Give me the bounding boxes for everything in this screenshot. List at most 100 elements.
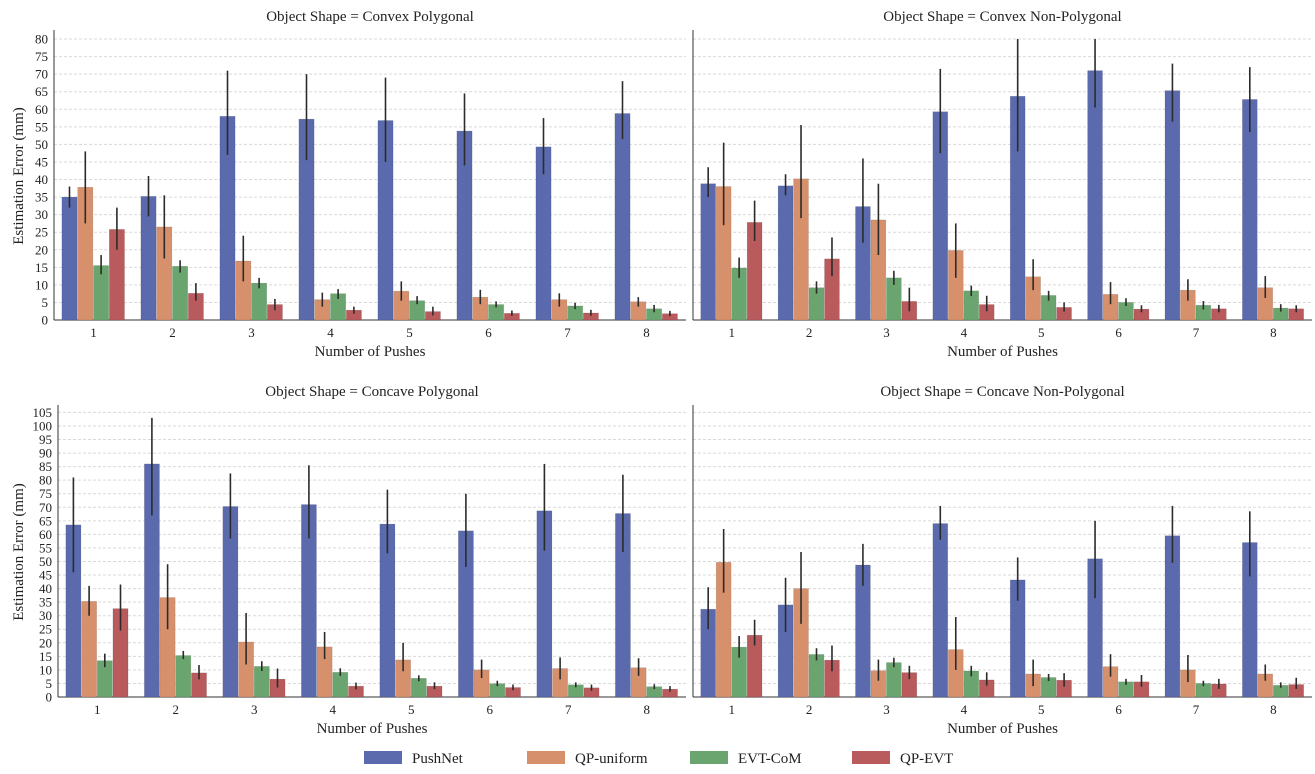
- y-tick-label: 90: [39, 446, 52, 461]
- y-tick-label: 75: [39, 486, 52, 501]
- bar-pushnet-1: [700, 183, 716, 321]
- x-tick-label: 4: [327, 325, 334, 340]
- y-tick-label: 35: [39, 595, 52, 610]
- bar-pushnet-7: [1164, 90, 1181, 321]
- y-tick-label: 5: [42, 295, 49, 310]
- y-tick-label: 50: [35, 137, 48, 152]
- y-tick-label: 95: [39, 432, 52, 447]
- y-axis-label: Estimation Error (mm): [11, 483, 27, 620]
- y-tick-label: 25: [39, 622, 52, 637]
- y-tick-label: 70: [35, 67, 48, 82]
- x-tick-label: 7: [565, 702, 572, 717]
- x-tick-label: 3: [883, 702, 890, 717]
- y-tick-label: 10: [39, 662, 52, 677]
- y-tick-label: 55: [39, 540, 52, 555]
- y-tick-label: 30: [35, 207, 48, 222]
- x-tick-label: 8: [643, 325, 650, 340]
- bar-pushnet-1: [61, 196, 78, 321]
- y-tick-label: 35: [35, 190, 48, 205]
- chart-panel-4: 1 2 3 4 5 6 7 8 Object Shape = Concave Non-Polyg…: [692, 384, 1312, 737]
- y-tick-label: 15: [35, 260, 48, 275]
- x-tick-label: 6: [487, 702, 494, 717]
- y-tick-label: 70: [39, 500, 52, 515]
- x-tick-label: 6: [1115, 702, 1122, 717]
- chart-title: Object Shape = Convex Polygonal: [266, 9, 474, 25]
- x-tick-label: 3: [883, 325, 890, 340]
- x-tick-label: 4: [961, 702, 968, 717]
- y-tick-label: 85: [39, 459, 52, 474]
- legend-swatch-pushnet: [364, 751, 402, 764]
- legend-label-pushnet: PushNet: [412, 751, 464, 767]
- bar-evt-com-3: [251, 282, 267, 321]
- y-tick-label: 80: [39, 473, 52, 488]
- x-tick-label: 2: [169, 325, 176, 340]
- x-tick-label: 7: [564, 325, 571, 340]
- y-tick-label: 20: [35, 242, 48, 257]
- legend-label-qp-uniform: QP-uniform: [575, 751, 648, 767]
- bar-pushnet-4: [932, 523, 949, 698]
- y-tick-label: 0: [42, 313, 49, 328]
- chart-title: Object Shape = Convex Non-Polygonal: [883, 9, 1121, 25]
- bar-evt-com-3: [886, 662, 902, 698]
- x-tick-label: 3: [248, 325, 255, 340]
- chart-panel-2: 1 2 3 4 5 6 7 8 Object Shape = Convex Non-Polygo…: [692, 9, 1312, 360]
- y-axis-label: Estimation Error (mm): [11, 107, 27, 244]
- y-tick-label: 0: [46, 690, 53, 705]
- y-tick-label: 20: [39, 635, 52, 650]
- bar-pushnet-8: [614, 113, 631, 321]
- y-tick-label: 60: [35, 102, 48, 117]
- legend-swatch-qp-uniform: [527, 751, 565, 764]
- x-tick-label: 6: [485, 325, 492, 340]
- bar-pushnet-6: [1087, 70, 1103, 321]
- legend-label-evt-com: EVT-CoM: [738, 751, 802, 767]
- x-tick-label: 1: [90, 325, 97, 340]
- x-tick-label: 2: [806, 702, 813, 717]
- y-tick-label: 65: [39, 513, 52, 528]
- legend: PushNet QP-uniform EVT-CoM QP-EVT: [364, 751, 953, 767]
- chart-panel-3: 0510152025303540455055606570758085909510…: [11, 384, 686, 737]
- bar-pushnet-2: [777, 185, 794, 321]
- x-tick-label: 2: [806, 325, 813, 340]
- y-tick-label: 65: [35, 84, 48, 99]
- x-tick-label: 5: [406, 325, 413, 340]
- y-tick-label: 25: [35, 225, 48, 240]
- x-axis-label: Number of Pushes: [947, 721, 1058, 737]
- x-tick-label: 1: [728, 702, 735, 717]
- bar-evt-com-2: [808, 654, 825, 698]
- y-tick-label: 60: [39, 527, 52, 542]
- y-tick-label: 40: [35, 172, 48, 187]
- x-axis-label: Number of Pushes: [947, 344, 1058, 360]
- x-tick-label: 8: [644, 702, 651, 717]
- bar-evt-com-2: [175, 655, 192, 698]
- y-tick-label: 30: [39, 608, 52, 623]
- x-tick-label: 7: [1193, 325, 1200, 340]
- bar-pushnet-8: [1242, 99, 1258, 321]
- y-tick-label: 5: [46, 676, 53, 691]
- y-tick-label: 105: [33, 405, 53, 420]
- x-tick-label: 2: [173, 702, 180, 717]
- y-tick-label: 45: [39, 568, 52, 583]
- x-axis-label: Number of Pushes: [317, 721, 428, 737]
- y-tick-label: 80: [35, 32, 48, 47]
- x-tick-label: 1: [94, 702, 101, 717]
- x-tick-label: 4: [961, 325, 968, 340]
- y-tick-label: 55: [35, 119, 48, 134]
- chart-title: Object Shape = Concave Polygonal: [265, 384, 478, 400]
- y-tick-label: 100: [33, 418, 53, 433]
- x-tick-label: 8: [1270, 325, 1277, 340]
- y-tick-label: 40: [39, 581, 52, 596]
- x-tick-label: 5: [408, 702, 415, 717]
- x-tick-label: 4: [330, 702, 337, 717]
- chart-title: Object Shape = Concave Non-Polygonal: [880, 384, 1124, 400]
- x-tick-label: 8: [1270, 702, 1277, 717]
- x-tick-label: 1: [728, 325, 735, 340]
- legend-swatch-qp-evt: [852, 751, 890, 764]
- bar-evt-com-2: [172, 265, 188, 321]
- x-tick-label: 5: [1038, 325, 1045, 340]
- legend-label-qp-evt: QP-EVT: [900, 751, 953, 767]
- y-tick-label: 15: [39, 649, 52, 664]
- x-tick-label: 3: [251, 702, 258, 717]
